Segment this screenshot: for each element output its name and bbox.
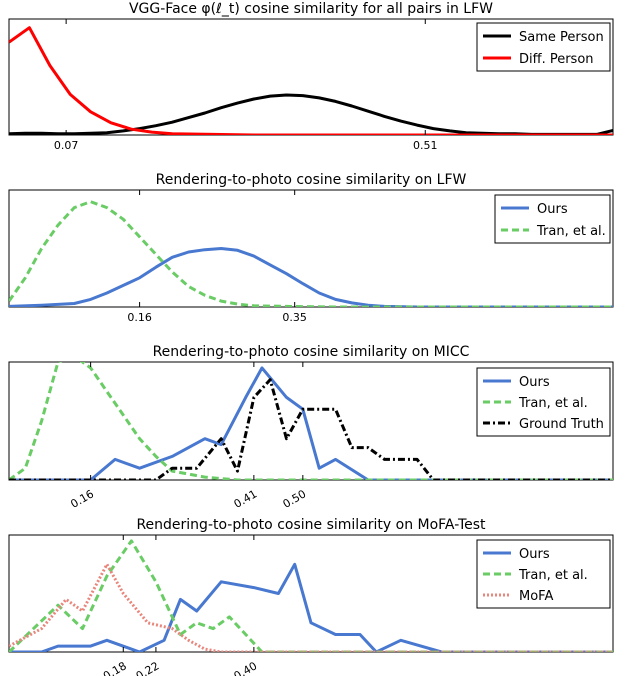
series-line-1 — [9, 93, 613, 135]
legend: Ours Tran, et al. MoFA — [476, 539, 611, 609]
legend-label: Ground Truth — [519, 417, 604, 432]
series-line-2 — [9, 362, 613, 480]
x-tick-label: 0.16 — [127, 311, 152, 324]
series-line-1 — [9, 562, 613, 652]
legend-label: Tran, et al. — [518, 396, 588, 411]
legend-label: Ours — [537, 202, 568, 217]
legend-box — [476, 367, 611, 437]
chart-title: VGG-Face φ(ℓ_t) cosine similarity for al… — [129, 1, 493, 17]
chart-panel-1: VGG-Face φ(ℓ_t) cosine similarity for al… — [8, 1, 614, 152]
legend-label: Tran, et al. — [518, 568, 588, 583]
x-tick-label: 0.22 — [134, 659, 162, 676]
legend: Same Person Diff. Person — [476, 22, 611, 72]
legend-label: Ours — [519, 547, 550, 562]
series-line-3 — [9, 562, 613, 652]
legend: Ours Tran, et al. — [494, 194, 611, 244]
x-tick-label: 0.51 — [413, 139, 438, 152]
chart-panel-3: Rendering-to-photo cosine similarity on … — [8, 344, 614, 511]
x-tick-label: 0.50 — [281, 487, 309, 511]
chart-panel-4: Rendering-to-photo cosine similarity on … — [8, 517, 614, 676]
series-line-1 — [9, 247, 613, 307]
chart-title: Rendering-to-photo cosine similarity on … — [156, 172, 467, 188]
legend-box — [476, 22, 611, 72]
series-line-2 — [9, 539, 613, 652]
series-line-3 — [9, 378, 613, 480]
chart-title: Rendering-to-photo cosine similarity on … — [153, 344, 470, 360]
x-tick-label: 0.41 — [232, 487, 260, 511]
legend-label: MoFA — [519, 589, 553, 604]
series-line-2 — [9, 26, 613, 135]
legend-label: Diff. Person — [519, 52, 594, 67]
series-line-1 — [9, 366, 613, 480]
x-tick-label: 0.40 — [232, 659, 260, 676]
legend-box — [494, 194, 611, 244]
x-tick-label: 0.07 — [54, 139, 79, 152]
legend: Ours Tran, et al. Ground Truth — [476, 367, 611, 437]
legend-label: Ours — [519, 375, 550, 390]
legend-label: Same Person — [519, 30, 604, 45]
series-line-2 — [9, 200, 613, 307]
x-tick-label: 0.16 — [68, 487, 96, 511]
legend-label: Tran, et al. — [536, 224, 606, 239]
chart-panel-2: Rendering-to-photo cosine similarity on … — [8, 172, 614, 324]
x-tick-label: 0.18 — [101, 659, 129, 676]
chart-title: Rendering-to-photo cosine similarity on … — [136, 517, 486, 533]
x-tick-label: 0.35 — [282, 311, 307, 324]
